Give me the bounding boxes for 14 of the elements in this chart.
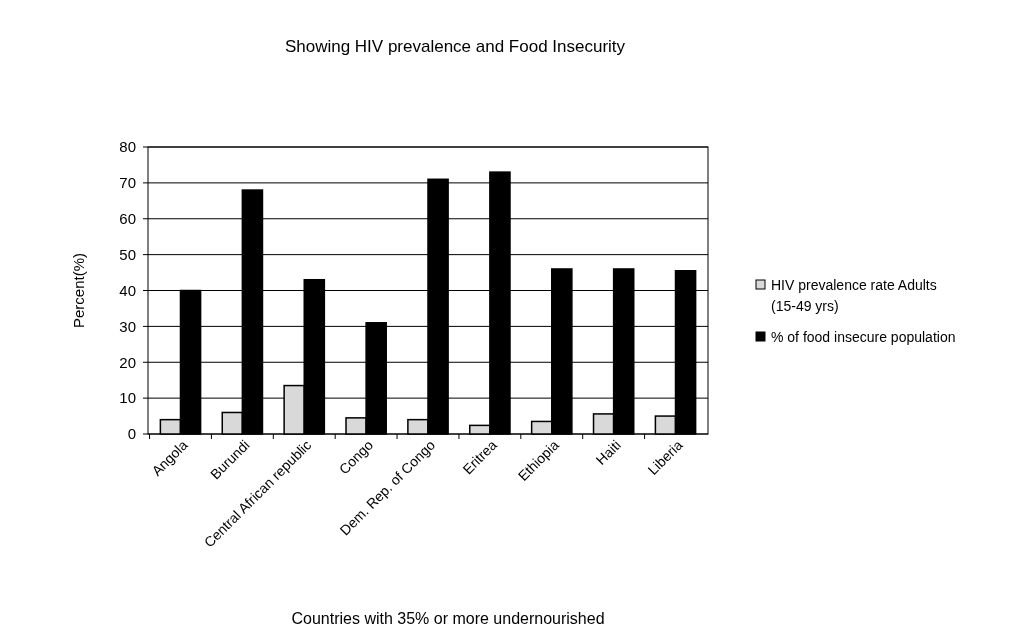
- y-tick-label: 30: [119, 317, 136, 335]
- y-axis-title: Percent(%): [70, 252, 87, 329]
- y-tick-label: 50: [119, 245, 136, 263]
- legend-label: % of food insecure population: [771, 329, 956, 345]
- legend-label: HIV prevalence rate Adults (15-49 yrs): [771, 277, 937, 314]
- y-tick-label: 60: [119, 210, 136, 227]
- y-tick-label: 40: [119, 281, 136, 299]
- chart-title: Showing HIV prevalence and Food Insecurity: [284, 37, 626, 56]
- y-tick-label: 10: [119, 389, 136, 407]
- y-tick-label: 20: [119, 353, 136, 371]
- x-axis-title: Countries with 35% or more undernourished: [291, 610, 605, 627]
- y-tick-label: 0: [127, 425, 136, 443]
- y-tick-label: 80: [119, 138, 136, 156]
- y-tick-label: 70: [119, 174, 136, 192]
